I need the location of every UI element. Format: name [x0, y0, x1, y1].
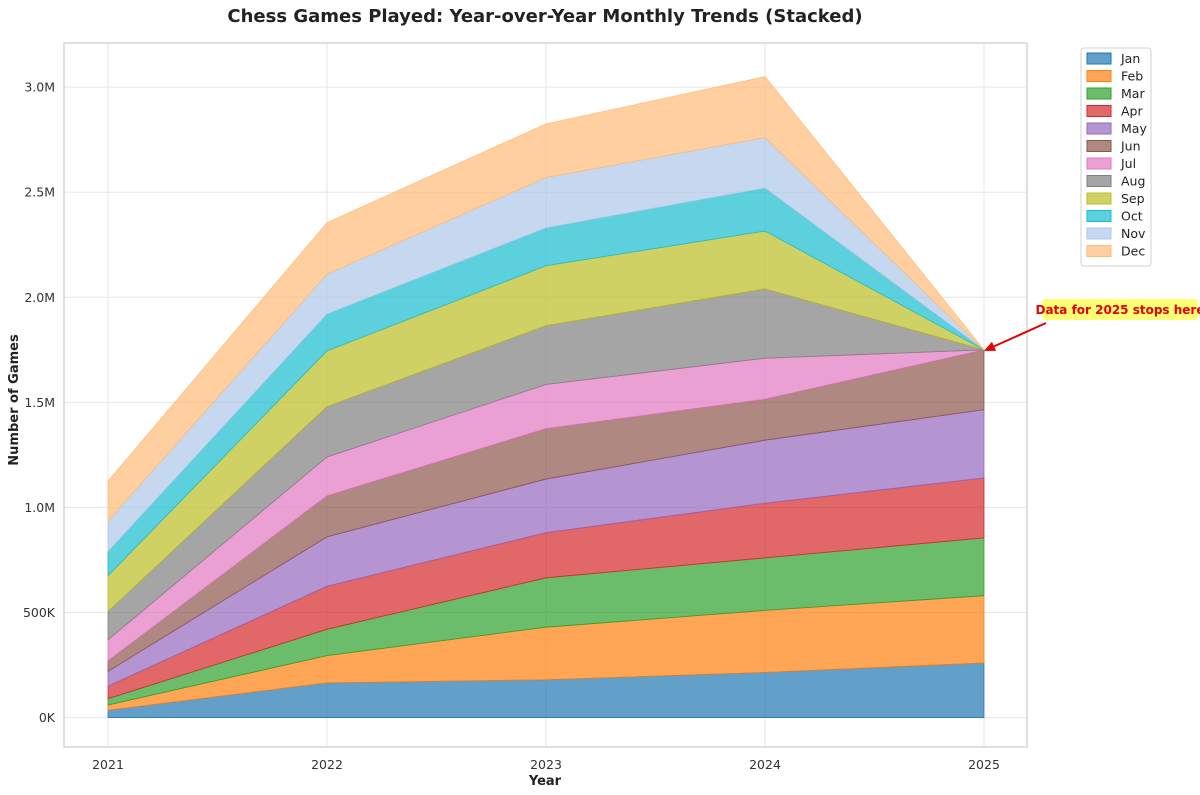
y-tick-label: 1.5M [24, 395, 55, 410]
annotation-arrow [993, 322, 1047, 348]
legend-swatch-oct [1086, 210, 1112, 222]
legend-swatch-may [1086, 122, 1112, 135]
legend-label-jan: Jan [1120, 51, 1140, 66]
legend-label-dec: Dec [1121, 244, 1145, 259]
legend-label-mar: Mar [1121, 86, 1145, 101]
legend-label-may: May [1121, 121, 1147, 136]
annotation: Data for 2025 stops here [984, 299, 1200, 351]
legend-label-nov: Nov [1121, 226, 1146, 241]
x-tick-label: 2025 [968, 757, 1000, 772]
plot-area: 0K 500K 1.0M 1.5M 2.0M 2.5M 3.0M 2021 2022 2023 20… [23, 42, 1028, 772]
legend-label-jul: Jul [1120, 156, 1136, 171]
y-tick-label: 1.0M [24, 500, 55, 515]
annotation-box [1042, 299, 1198, 320]
x-tick-label: 2023 [530, 757, 562, 772]
legend-label-oct: Oct [1121, 209, 1143, 224]
chart-title: Chess Games Played: Year-over-Year Month… [227, 6, 862, 27]
y-axis-label: Number of Games [7, 334, 22, 466]
legend: Jan Feb Mar Apr May Jun Jul Aug Sep Oct Nov Dec [1080, 47, 1152, 267]
y-tick-label: 2.0M [24, 290, 55, 305]
legend-label-feb: Feb [1121, 69, 1143, 84]
legend-swatch-apr [1086, 105, 1112, 117]
legend-swatch-nov [1086, 227, 1112, 240]
legend-swatch-jan [1086, 52, 1112, 65]
legend-swatch-dec [1086, 245, 1112, 257]
legend-label-jun: Jun [1120, 139, 1141, 154]
legend-swatch-jun [1086, 140, 1112, 152]
legend-swatch-mar [1086, 87, 1112, 100]
y-tick-label: 0K [39, 710, 56, 725]
legend-swatch-aug [1086, 175, 1112, 187]
x-tick-label: 2021 [92, 757, 124, 772]
area-dec [107, 76, 985, 523]
x-axis-label: Year [528, 774, 562, 789]
plot-frame [63, 42, 1028, 748]
legend-label-sep: Sep [1121, 191, 1145, 206]
y-tick-label: 2.5M [24, 185, 55, 200]
annotation-text: Data for 2025 stops here [1036, 303, 1200, 317]
legend-swatch-sep [1086, 192, 1112, 205]
legend-swatch-feb [1086, 70, 1112, 82]
y-tick-label: 500K [23, 605, 56, 620]
annotation-arrowhead [984, 341, 997, 351]
x-tick-label: 2022 [311, 757, 343, 772]
x-tick-label: 2024 [749, 757, 781, 772]
legend-label-aug: Aug [1121, 174, 1145, 189]
legend-label-apr: Apr [1121, 104, 1143, 119]
legend-swatch-jul [1086, 157, 1112, 170]
y-tick-label: 3.0M [24, 80, 55, 95]
